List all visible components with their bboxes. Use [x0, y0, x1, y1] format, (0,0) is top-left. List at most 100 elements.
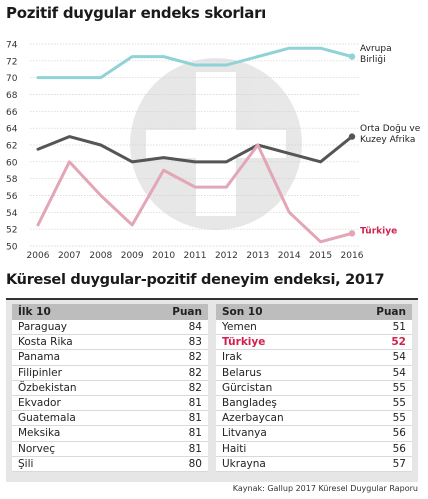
x-tick-label: 2012: [215, 251, 238, 261]
country-name: Irak: [216, 349, 342, 366]
x-tick-label: 2008: [89, 251, 112, 261]
rankings-panel: İlk 10 Puan Paraguay 84 Kosta Rika 83 Panama…: [6, 298, 418, 482]
country-name: Haiti: [216, 441, 342, 457]
y-tick-label: 74: [6, 41, 18, 51]
top10-row: Filipinler 82: [12, 365, 208, 381]
country-name: Filipinler: [12, 365, 136, 381]
country-name: Azerbaycan: [216, 410, 342, 427]
y-tick-label: 58: [6, 175, 18, 185]
bottom10-row: Ukrayna 57: [216, 456, 412, 472]
y-tick-label: 52: [6, 226, 17, 236]
x-tick-label: 2007: [58, 251, 81, 261]
bottom10-row: Bangladeş 55: [216, 395, 412, 412]
top10-row: Kosta Rika 83: [12, 334, 208, 351]
country-score: 56: [341, 425, 412, 442]
bottom10-row: Gürcistan 55: [216, 380, 412, 396]
country-name: Özbekistan: [12, 380, 136, 396]
x-tick-label: 2011: [184, 251, 207, 261]
country-score: 52: [341, 334, 412, 351]
top10-header-row: İlk 10 Puan: [12, 304, 208, 320]
country-name: Guatemala: [12, 410, 136, 427]
top10-score-header: Puan: [135, 304, 208, 320]
top10-row: Norveç 81: [12, 441, 208, 457]
x-tick-label: 2013: [246, 251, 269, 261]
country-score: 81: [135, 410, 208, 427]
line-chart: 50 52 54 56 58 60 62 64 66 68 70 72 74 2006 2007 2008 2…: [6, 41, 421, 262]
series-line-avrupa-birligi: [36, 46, 354, 80]
y-tick-label: 64: [6, 125, 18, 135]
source-note: Kaynak: Gallup 2017 Küresel Duygular Rap…: [232, 484, 418, 493]
top10-row: Meksika 81: [12, 425, 208, 442]
x-tick-label: 2010: [152, 251, 175, 261]
bottom10-header-row: Son 10 Puan: [216, 304, 412, 320]
country-name: Norveç: [12, 441, 136, 457]
series-label: Türkiye: [360, 226, 397, 236]
top10-table: İlk 10 Puan Paraguay 84 Kosta Rika 83 Panama…: [12, 304, 208, 472]
y-tick-label: 70: [6, 74, 18, 84]
country-score: 84: [135, 320, 208, 336]
series-label: Birliği: [360, 55, 386, 65]
country-name: Gürcistan: [216, 380, 342, 396]
x-tick-label: 2014: [278, 251, 301, 261]
country-score: 57: [341, 456, 412, 472]
x-tick-label: 2016: [341, 251, 364, 261]
bottom10-table: Son 10 Puan Yemen 51 Türkiye 52 Irak 54 Belaru…: [216, 304, 412, 472]
chart-title: Pozitif duygular endeks skorları: [6, 4, 267, 22]
x-tick-label: 2006: [27, 251, 50, 261]
top10-row: Panama 82: [12, 349, 208, 366]
y-tick-label: 66: [6, 108, 18, 118]
series-label: Avrupa: [360, 44, 392, 54]
series-line-orta-dogu-ve-kuzey-afrika: [36, 135, 354, 164]
country-name: Belarus: [216, 365, 342, 381]
country-score: 82: [135, 365, 208, 381]
series-end-marker: [348, 133, 356, 140]
country-name: Türkiye: [216, 334, 342, 351]
country-name: Yemen: [216, 320, 342, 336]
bottom10-row: Litvanya 56: [216, 425, 412, 442]
country-score: 81: [135, 395, 208, 412]
bottom10-header: Son 10: [216, 304, 342, 320]
section-title: Küresel duygular-pozitif deneyim endeksi…: [6, 272, 385, 288]
bottom10-row: Türkiye 52: [216, 334, 412, 351]
country-name: Ukrayna: [216, 456, 342, 472]
country-score: 55: [341, 395, 412, 412]
series-label: Kuzey Afrika: [360, 135, 415, 145]
top10-header: İlk 10: [12, 304, 136, 320]
y-tick-label: 62: [6, 142, 17, 152]
y-tick-label: 50: [6, 243, 18, 253]
top10-row: Şili 80: [12, 456, 208, 472]
country-name: Ekvador: [12, 395, 136, 412]
country-score: 81: [135, 441, 208, 457]
bottom10-row: Irak 54: [216, 349, 412, 366]
y-tick-label: 54: [6, 209, 18, 219]
country-name: Kosta Rika: [12, 334, 136, 351]
y-tick-label: 56: [6, 192, 18, 202]
top10-row: Özbekistan 82: [12, 380, 208, 396]
top10-row: Ekvador 81: [12, 395, 208, 412]
country-score: 82: [135, 349, 208, 366]
country-score: 54: [341, 365, 412, 381]
country-score: 80: [135, 456, 208, 472]
y-tick-label: 68: [6, 91, 18, 101]
country-score: 82: [135, 380, 208, 396]
y-tick-label: 72: [6, 57, 17, 67]
series-line-turkiye: [36, 143, 354, 244]
country-name: Litvanya: [216, 425, 342, 442]
y-tick-label: 60: [6, 158, 18, 168]
top10-row: Paraguay 84: [12, 320, 208, 336]
country-score: 54: [341, 349, 412, 366]
bottom10-row: Yemen 51: [216, 320, 412, 336]
country-score: 81: [135, 425, 208, 442]
country-score: 51: [341, 320, 412, 336]
series-end-marker: [348, 230, 356, 237]
watermark-logo: [130, 58, 302, 230]
bottom10-row: Belarus 54: [216, 365, 412, 381]
series-end-marker: [348, 53, 356, 60]
country-name: Paraguay: [12, 320, 136, 336]
bottom10-row: Haiti 56: [216, 441, 412, 457]
country-score: 55: [341, 410, 412, 427]
country-name: Panama: [12, 349, 136, 366]
bottom10-row: Azerbaycan 55: [216, 410, 412, 427]
country-score: 56: [341, 441, 412, 457]
country-score: 55: [341, 380, 412, 396]
